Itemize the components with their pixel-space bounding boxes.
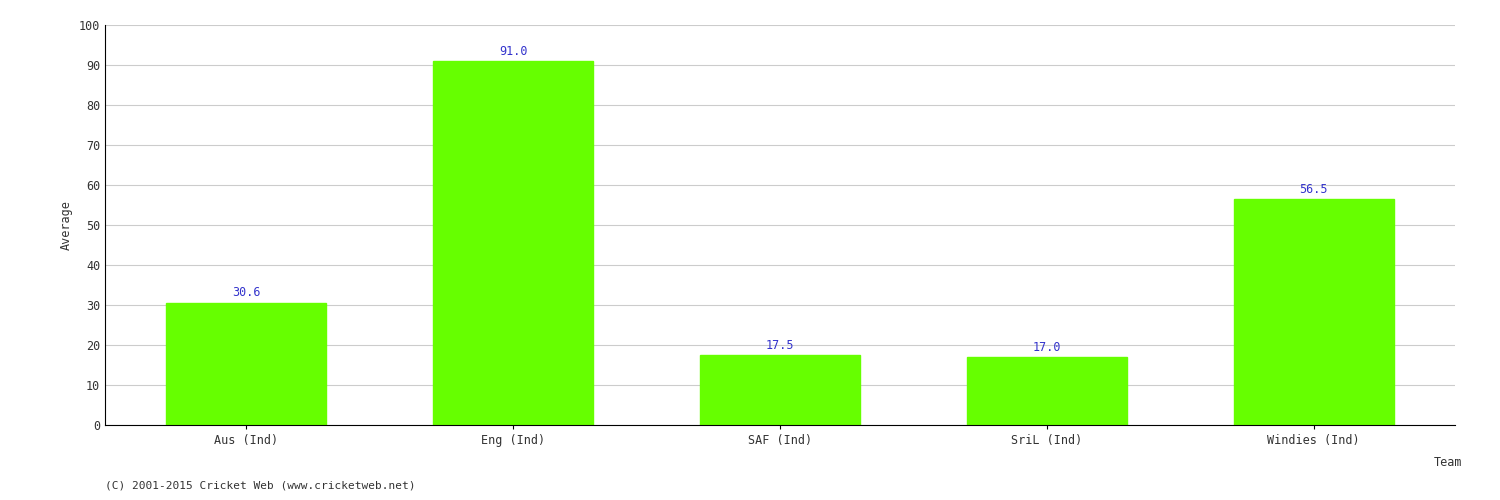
Text: 56.5: 56.5 <box>1299 183 1328 196</box>
Bar <box>166 302 327 425</box>
Text: Team: Team <box>1434 456 1462 468</box>
Text: 91.0: 91.0 <box>500 45 528 58</box>
Bar <box>968 357 1126 425</box>
Text: 30.6: 30.6 <box>232 286 261 300</box>
Bar <box>433 61 592 425</box>
Text: 17.0: 17.0 <box>1032 341 1060 354</box>
Text: 17.5: 17.5 <box>766 339 795 352</box>
Text: (C) 2001-2015 Cricket Web (www.cricketweb.net): (C) 2001-2015 Cricket Web (www.cricketwe… <box>105 480 416 490</box>
Bar <box>1233 199 1394 425</box>
Bar <box>700 355 859 425</box>
Y-axis label: Average: Average <box>60 200 74 250</box>
